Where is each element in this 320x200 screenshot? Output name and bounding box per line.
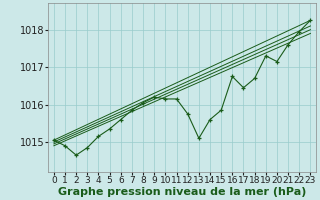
X-axis label: Graphe pression niveau de la mer (hPa): Graphe pression niveau de la mer (hPa) [58, 187, 306, 197]
